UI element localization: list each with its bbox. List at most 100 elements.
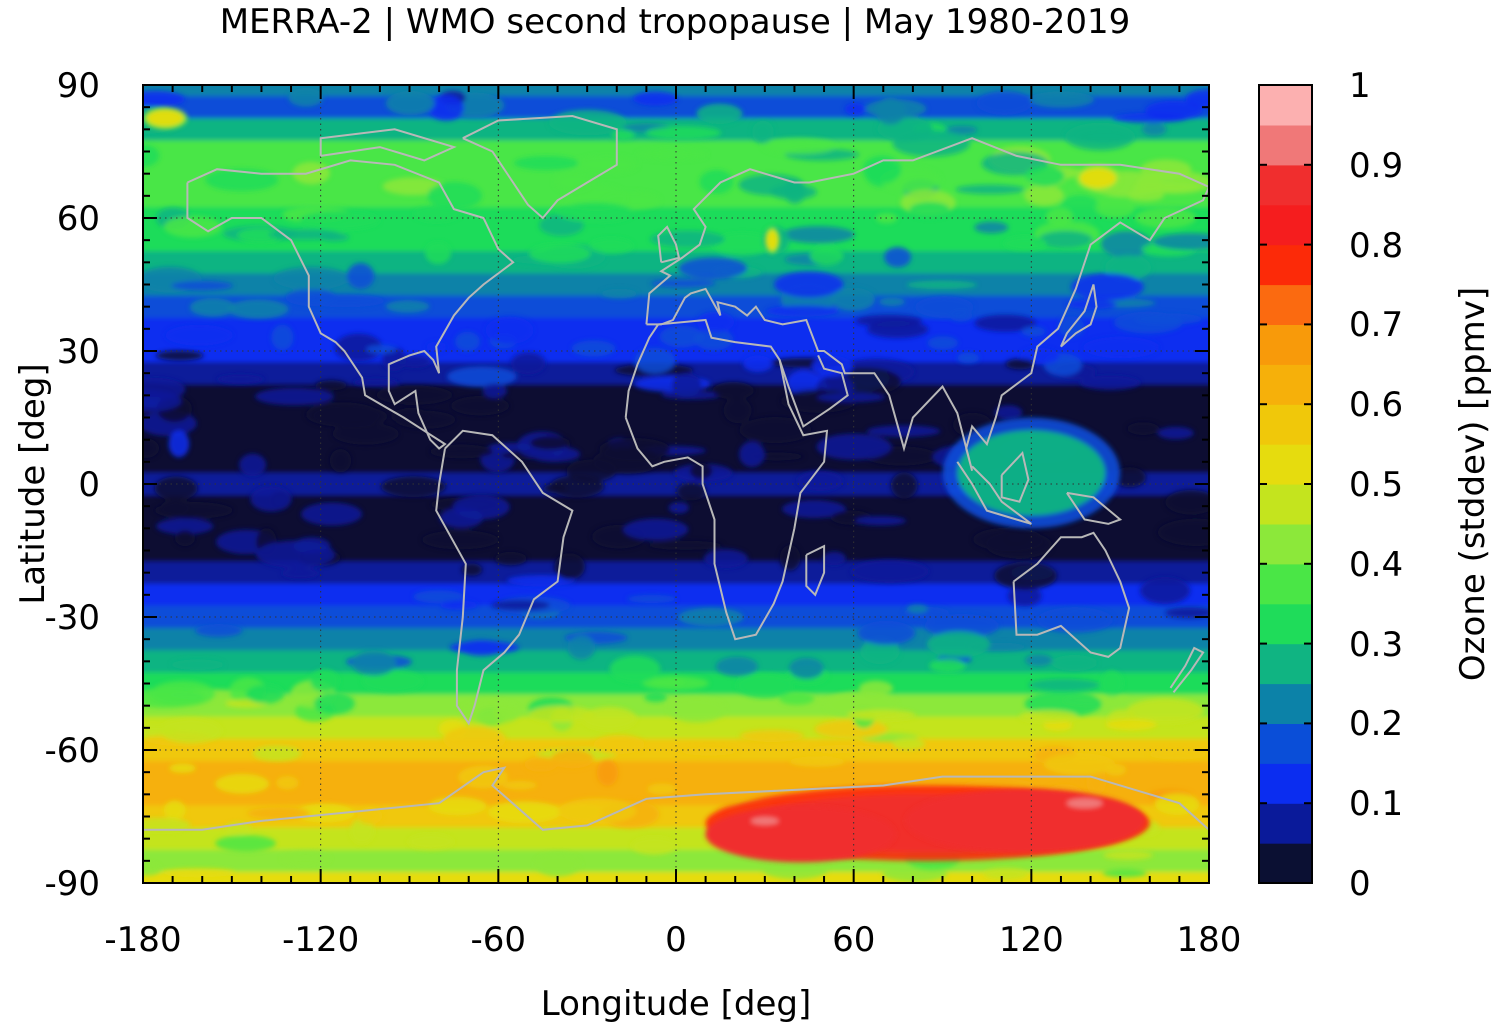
field-patch [574,155,639,174]
field-patch [1043,720,1073,731]
field-patch [875,97,906,125]
field-patch [281,567,319,579]
field-patch [1141,122,1167,136]
field-patch [924,613,1000,638]
field-patch [762,137,836,155]
field-patch [439,507,484,529]
field-patch [1043,752,1116,776]
field-patch [907,604,928,614]
field-patch [1100,230,1152,258]
field-patch [812,355,854,377]
field-patch [723,397,752,424]
x-tick-label: 60 [832,920,875,960]
zonal-band [143,628,1209,652]
field-patch [1165,607,1209,619]
colorbar-tick-label: 1 [1349,66,1371,106]
antarctic-lobe [705,806,896,863]
field-patch [524,756,558,772]
field-patch [1104,254,1152,281]
field-patch [513,156,579,171]
field-patch [485,316,534,345]
field-patch [215,835,276,852]
field-patch [143,90,185,108]
field-patch [668,697,726,723]
field-patch [783,178,806,204]
colorbar-tick-label: 0.2 [1349,704,1403,744]
field-patch [1154,793,1200,815]
field-patch [154,476,198,501]
colorbar-swatch [1259,204,1312,246]
colorbar-swatch [1259,523,1312,565]
field-patch [671,373,702,398]
field-patch [890,472,918,499]
field-patch [1152,233,1209,250]
field-patch [440,600,478,610]
field-patch [668,502,689,514]
field-patch [906,280,978,290]
field-patch [1140,576,1191,605]
field-patch [976,91,1033,115]
field-patch [1025,654,1053,667]
x-tick-label: -120 [282,920,359,960]
antarctic-maximum [705,788,1146,863]
field-patch [171,280,234,291]
field-patch [1103,850,1153,860]
field-patch [1105,763,1127,776]
zonal-band [143,539,1209,563]
field-patch [816,392,886,403]
colorbar [1259,85,1312,884]
field-patch [156,518,214,535]
field-patch [237,228,284,243]
field-patch [247,807,311,820]
field-patch [857,620,916,645]
field-patch [611,129,635,141]
field-patch [973,527,1044,552]
field-patch [739,416,812,444]
field-patch [949,309,973,322]
field-patch [352,378,399,387]
field-patch [689,462,713,479]
field-patch [216,374,265,385]
colorbar-swatch [1259,85,1312,126]
field-patch [425,241,452,265]
field-patch [696,103,743,124]
field-patch [427,182,482,210]
coastline-north-america [186,159,515,450]
colorbar-swatch [1259,603,1312,645]
x-tick-label: 180 [1177,920,1242,960]
field-patch [449,641,519,654]
field-patch [648,677,686,687]
field-patch [650,279,716,288]
field-patch [165,324,233,346]
field-patch [676,482,707,501]
colorbar-swatch [1259,244,1312,286]
field-patch [299,210,380,230]
field-patch [1127,422,1160,436]
y-tick-label: 30 [57,332,100,372]
field-patch [892,737,925,750]
field-patch [163,800,186,821]
field-patch [313,405,388,428]
field-patch [398,354,432,369]
field-patch [1065,300,1117,309]
field-patch [850,559,929,584]
field-patch [1113,311,1183,334]
field-patch [1003,236,1047,251]
field-patch [593,734,645,755]
coastline-new-zealand [1169,646,1205,694]
colorbar-tick-label: 0 [1349,864,1371,904]
field-patch [1023,184,1064,206]
ozone-field [143,85,1209,883]
field-patch [946,125,978,135]
field-patch [143,817,191,833]
ozone-feature [146,109,184,127]
field-patch [847,709,916,721]
field-patch [779,692,815,705]
field-patch [609,655,661,683]
field-patch [627,594,677,604]
field-patch [376,385,453,405]
field-patch [696,311,735,333]
field-patch [632,91,678,106]
field-patch [174,530,196,547]
